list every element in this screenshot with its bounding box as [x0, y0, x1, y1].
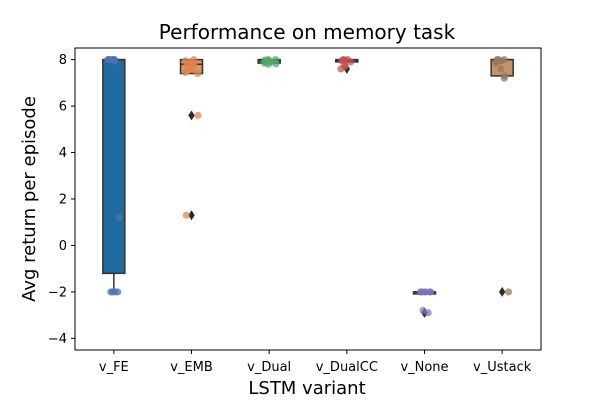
data-point [500, 74, 508, 82]
y-axis: −4 −2 0 2 4 6 8 [48, 53, 75, 347]
data-point [492, 59, 500, 67]
box-group-v_Dual [257, 56, 281, 68]
box-group-v_None [412, 288, 437, 318]
data-point [110, 57, 118, 65]
plot-area [102, 56, 514, 318]
x-axis: v_FE v_EMB v_Dual v_DualCC v_None v_Ustack [99, 350, 532, 375]
outlier-marker [188, 210, 195, 221]
data-point [264, 60, 273, 68]
data-point [115, 213, 123, 222]
data-point [182, 211, 190, 219]
y-tick-label: 0 [59, 239, 67, 254]
box-group-v_Ustack [490, 56, 514, 297]
box-group-v_DualCC [335, 56, 359, 74]
y-tick-label: −2 [48, 285, 67, 300]
data-point [337, 65, 345, 73]
box-group-v_EMB [179, 56, 204, 221]
data-point [114, 288, 122, 296]
y-axis-title: Avg return per episode [19, 96, 40, 302]
box-group-v_FE [102, 56, 126, 296]
data-point [417, 288, 425, 296]
data-point [504, 288, 513, 296]
data-point [424, 309, 432, 317]
x-axis-title: LSTM variant [248, 378, 365, 399]
data-point [422, 288, 430, 296]
chart-title: Performance on memory task [159, 20, 456, 44]
x-tick-label: v_Dual [247, 360, 291, 375]
x-tick-label: v_DualCC [316, 360, 378, 375]
data-point [104, 56, 112, 64]
y-tick-label: 6 [59, 100, 67, 115]
data-point [107, 288, 115, 296]
box [102, 58, 126, 275]
outlier-marker [498, 286, 506, 297]
x-tick-label: v_EMB [170, 360, 213, 375]
y-tick-label: 2 [59, 193, 67, 208]
y-tick-label: 8 [59, 53, 67, 68]
data-point [194, 111, 202, 119]
data-point [497, 65, 505, 73]
data-point [272, 60, 280, 68]
x-tick-label: v_FE [99, 360, 129, 375]
plot-frame [74, 47, 542, 351]
x-tick-label: v_None [400, 360, 448, 375]
data-point [181, 68, 189, 76]
data-point [347, 58, 355, 66]
data-point [194, 69, 202, 78]
x-tick-label: v_Ustack [473, 360, 532, 375]
y-tick-label: −4 [48, 332, 67, 347]
outlier-marker [188, 110, 195, 121]
y-tick-label: 4 [59, 146, 67, 161]
